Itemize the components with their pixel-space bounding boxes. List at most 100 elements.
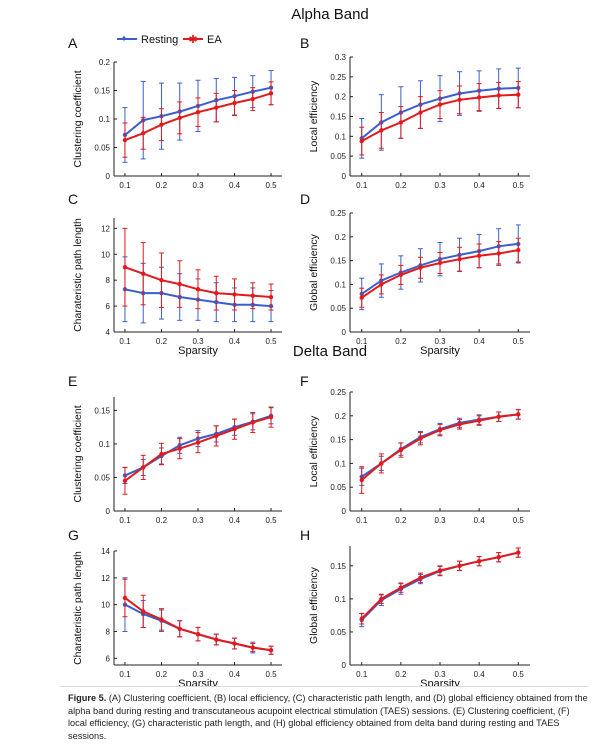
data-point [516,92,521,97]
y-tick-label: 12 [101,574,110,583]
data-point [141,465,146,470]
data-point [496,555,501,560]
data-point [496,251,501,256]
y-tick-label: 8 [106,627,111,636]
data-point [418,265,423,270]
data-point [418,575,423,580]
x-tick-label: 0.3 [192,516,204,525]
x-tick-label: 0.1 [356,516,368,525]
x-tick-label: 0.4 [229,670,241,679]
legend-resting-label: Resting [141,34,178,46]
panel-f: F 0 0.05 0.1 0.15 0.2 0.25 0.1 0.2 0.3 0.4 0.5 Local… [300,373,530,525]
data-point [398,120,404,125]
data-point [250,420,255,425]
x-tick-label: 0.2 [395,670,407,679]
x-tick-label: 0.3 [434,516,446,525]
y-tick-label: 0.1 [99,115,111,124]
panel-b: B 0 0.05 0.1 0.15 0.2 0.25 0.3 0.1 0.2 0.3 0.4 0.5 Lo… [300,35,530,190]
x-tick-label: 0.5 [265,181,277,190]
y-tick-label: 4 [106,328,111,337]
x-tick-label: 0.2 [156,337,168,346]
x-tick-label: 0.4 [474,670,486,679]
data-point [359,138,364,144]
y-tick-label: 0.1 [335,459,347,468]
series-ea [122,406,274,495]
data-point [232,426,237,432]
series-ea [359,81,521,156]
y-tick-label: 0 [106,172,111,181]
x-tick-label: 0.2 [395,337,407,346]
x-tick-label: 0.5 [513,516,525,525]
data-point [437,260,443,266]
x-tick-label: 0.3 [192,670,204,679]
data-point [159,122,164,127]
data-point [379,282,384,287]
panel-g: G 6 8 10 12 14 0.1 0.2 0.3 0.4 0.5 Charateristic pa… [68,527,282,686]
y-tick-label: 0.05 [94,473,110,482]
data-point [159,277,164,283]
y-tick-label: 0.15 [94,406,110,415]
data-point [398,585,404,590]
x-tick-label: 0.2 [156,181,168,190]
legend-resting-marker: ✦ [120,34,128,45]
y-tick-label: 0.25 [330,388,346,397]
data-point [437,427,443,433]
data-point [496,93,501,98]
data-point [516,550,521,555]
series-ea [122,578,274,655]
x-tick-label: 0.4 [474,516,486,525]
x-tick-label: 0.2 [395,181,407,190]
y-axis-label: Local efficiency [308,80,320,152]
data-point [437,568,443,573]
x-tick-label: 0.4 [229,516,241,525]
data-point [250,96,255,102]
x-tick-label: 0.2 [156,516,168,525]
data-point [122,137,128,143]
panel-letter: D [300,191,310,207]
panel-letter: G [68,527,79,543]
data-point [195,287,201,292]
x-axis-label: Sparsity [420,345,460,357]
caption-text: (A) Clustering coefficient, (B) local ef… [68,693,588,741]
panel-letter: H [300,527,310,543]
x-tick-label: 0.2 [395,516,407,525]
y-tick-label: 0.2 [335,412,347,421]
data-point [268,414,274,420]
y-tick-label: 0 [106,507,111,516]
section-title-delta: Delta Band [293,343,367,360]
data-point [250,293,255,298]
y-tick-label: 0.3 [335,53,347,62]
y-tick-label: 0.15 [330,562,346,571]
panel-letter: B [300,35,309,51]
panel-letter: E [68,373,77,389]
panel-letter: C [68,191,78,207]
x-tick-label: 0.5 [513,337,525,346]
data-point [214,433,219,439]
x-tick-label: 0.3 [434,670,446,679]
panel-letter: A [68,35,78,51]
y-tick-label: 0.05 [330,152,346,161]
data-point [177,115,182,121]
legend: ✦ Resting ✱ EA [117,34,222,46]
x-tick-label: 0.5 [513,181,525,190]
caption-divider [60,686,588,687]
y-tick-label: 0 [342,328,347,337]
y-tick-label: 6 [106,654,111,663]
x-tick-label: 0.3 [434,181,446,190]
data-point [379,128,384,133]
data-point [122,478,128,484]
x-axis-label: Sparsity [178,345,218,357]
data-point [268,648,274,653]
series-ea [359,409,521,494]
data-point [476,253,482,259]
y-tick-label: 0.25 [330,73,346,82]
data-point [214,290,219,296]
data-point [516,247,521,253]
data-point [457,256,462,262]
data-point [141,609,146,614]
data-point [177,446,182,451]
caption-label: Figure 5. [68,693,107,703]
data-point [496,414,501,419]
data-point [159,617,164,622]
series-ea [122,227,274,311]
